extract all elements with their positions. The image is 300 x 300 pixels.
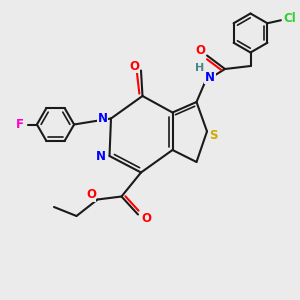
Text: S: S bbox=[209, 129, 218, 142]
Text: N: N bbox=[96, 149, 106, 163]
Text: Cl: Cl bbox=[284, 12, 296, 25]
Text: N: N bbox=[205, 71, 215, 84]
Text: O: O bbox=[86, 188, 96, 202]
Text: N: N bbox=[98, 112, 108, 125]
Text: O: O bbox=[141, 212, 152, 226]
Text: O: O bbox=[129, 59, 140, 73]
Text: H: H bbox=[196, 63, 205, 74]
Text: F: F bbox=[16, 118, 24, 131]
Text: O: O bbox=[195, 44, 206, 58]
